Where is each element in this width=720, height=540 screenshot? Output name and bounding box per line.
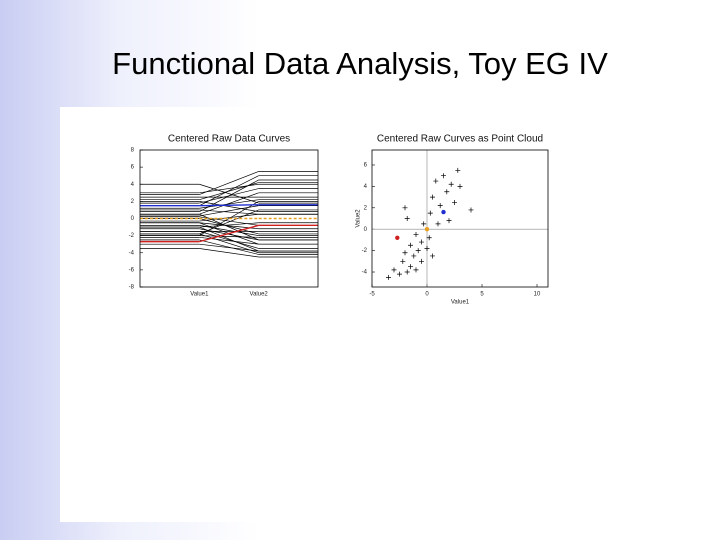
point <box>446 218 452 224</box>
point <box>441 173 446 179</box>
point <box>421 221 427 227</box>
y-tick-label: -6 <box>129 267 135 273</box>
curve <box>199 183 259 194</box>
x-tick-label: Value2 <box>250 292 269 298</box>
slide-title: Functional Data Analysis, Toy EG IV <box>112 46 608 81</box>
point <box>386 274 391 280</box>
y-tick-label: -4 <box>129 250 135 256</box>
point <box>415 248 421 254</box>
point <box>408 264 413 270</box>
x-tick-label: 10 <box>534 292 541 298</box>
x-tick-label: 0 <box>425 292 429 298</box>
point <box>452 199 457 205</box>
point <box>430 194 435 200</box>
y-tick-label: -4 <box>362 270 368 276</box>
curve <box>199 204 259 207</box>
curve <box>199 209 259 235</box>
y-tick-label: 0 <box>364 227 368 233</box>
point <box>408 242 413 248</box>
curve <box>199 201 259 212</box>
point <box>455 167 461 173</box>
point <box>424 245 430 251</box>
y-tick-label: -2 <box>362 248 368 254</box>
x-axis-label: Value1 <box>451 300 470 306</box>
curve <box>199 188 259 204</box>
point <box>457 183 463 189</box>
y-tick-label: 6 <box>364 163 368 169</box>
curve <box>199 233 259 254</box>
curve <box>199 213 259 222</box>
point <box>411 253 417 259</box>
x-tick-label: 5 <box>480 292 484 298</box>
curve <box>199 239 259 255</box>
point <box>391 267 397 273</box>
curve <box>199 235 259 238</box>
y-tick-label: 6 <box>131 165 135 171</box>
curve <box>199 231 259 249</box>
curve <box>199 209 259 215</box>
x-tick-label: Value1 <box>190 292 209 298</box>
point <box>444 189 450 195</box>
figure-panel <box>60 107 648 522</box>
point <box>419 239 424 245</box>
point <box>426 235 432 241</box>
point <box>441 209 446 215</box>
curve <box>199 226 259 252</box>
plot-frame <box>371 149 549 288</box>
curve <box>199 183 259 204</box>
curve <box>199 228 259 241</box>
point <box>413 232 419 238</box>
y-tick-label: 4 <box>364 184 368 190</box>
point <box>404 216 410 221</box>
point <box>437 203 443 209</box>
y-tick-label: 2 <box>364 205 368 211</box>
point <box>402 250 408 256</box>
curve <box>199 224 259 243</box>
y-tick-label: -2 <box>129 233 135 239</box>
point <box>424 227 430 232</box>
point <box>402 205 408 211</box>
chart-title: Centered Raw Curves as Point Cloud <box>377 134 543 145</box>
point <box>433 178 439 184</box>
curve <box>199 213 259 241</box>
curve <box>199 225 259 236</box>
point <box>400 258 406 264</box>
plot-frame <box>139 149 319 288</box>
curve <box>199 199 259 209</box>
point <box>448 181 454 187</box>
x-tick-label: -5 <box>369 292 375 298</box>
point <box>430 253 435 259</box>
y-tick-label: 2 <box>131 199 135 205</box>
curve <box>199 248 259 258</box>
point <box>435 221 441 227</box>
y-tick-label: 4 <box>131 182 135 188</box>
chart-title: Centered Raw Data Curves <box>168 134 290 145</box>
point <box>427 210 433 216</box>
point <box>395 235 400 240</box>
point <box>468 207 474 213</box>
point <box>419 258 424 264</box>
y-tick-label: 0 <box>131 216 135 222</box>
curve <box>199 218 259 235</box>
point <box>397 271 402 277</box>
y-axis-label: Value2 <box>356 209 362 228</box>
y-tick-label: 8 <box>131 148 135 154</box>
point <box>413 267 419 273</box>
y-tick-label: -8 <box>129 285 135 291</box>
curve <box>199 171 259 195</box>
point <box>404 269 410 275</box>
